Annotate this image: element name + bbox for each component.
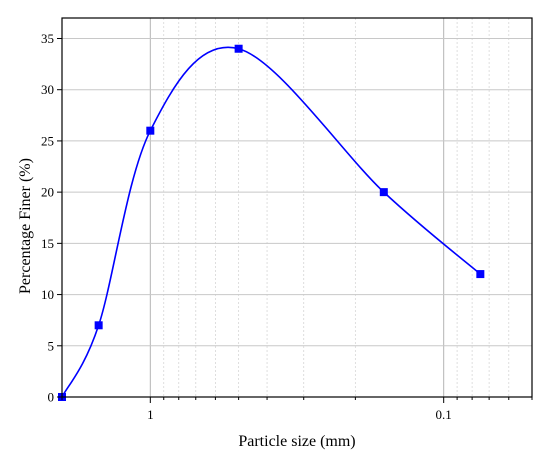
x-tick-label: 1 xyxy=(147,407,154,422)
grid-lines xyxy=(61,18,533,397)
y-tick-label: 20 xyxy=(41,185,54,200)
data-series xyxy=(58,44,485,401)
data-point-marker xyxy=(94,321,103,330)
y-tick-label: 25 xyxy=(41,133,54,148)
axes: 0 5 10 15 20 25 30 35 1 0.1 xyxy=(41,17,533,422)
y-tick-label: 35 xyxy=(41,31,54,46)
x-tick-label: 0.1 xyxy=(436,407,452,422)
data-point-marker xyxy=(234,44,243,53)
data-point-marker xyxy=(379,188,388,197)
y-tick-label: 5 xyxy=(48,338,55,353)
y-tick-label: 30 xyxy=(41,82,54,97)
y-tick-label: 0 xyxy=(48,390,55,405)
y-tick-label: 15 xyxy=(41,236,54,251)
x-axis-title: Particle size (mm) xyxy=(238,433,355,450)
data-point-marker xyxy=(476,270,485,279)
y-tick-label: 10 xyxy=(41,287,54,302)
plot-frame xyxy=(61,17,533,398)
series-line xyxy=(61,46,481,398)
data-point-marker xyxy=(146,126,155,135)
y-axis-title: Percentage Finer (%) xyxy=(17,158,34,294)
